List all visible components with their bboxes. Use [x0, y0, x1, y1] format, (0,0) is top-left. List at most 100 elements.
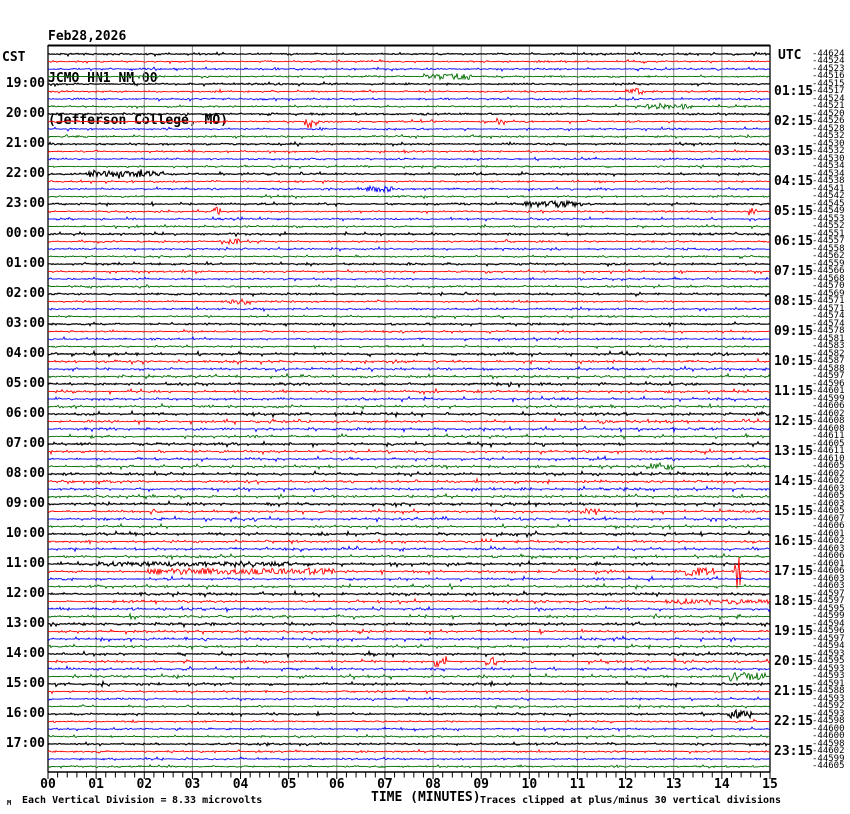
trace-row: [47, 726, 770, 733]
trace-offset-value: -44532: [812, 131, 845, 141]
trace-offset-value: -44542: [812, 191, 845, 201]
trace-row: [47, 582, 771, 591]
trace-row: [47, 635, 770, 643]
trace-offset-value: -44605: [812, 438, 845, 449]
trace-offset-value: -44606: [812, 566, 845, 576]
utc-hour-label: 14:15: [774, 473, 814, 489]
trace-offset-value: -44521: [812, 101, 845, 111]
utc-hour-label: 20:15: [774, 653, 814, 669]
trace-offset-value: -44549: [812, 206, 845, 216]
trace-offset-value: -44568: [812, 273, 845, 284]
trace-row: [47, 552, 770, 561]
trace-offset-value: -44598: [812, 738, 845, 749]
trace-row: [47, 193, 771, 200]
trace-row: [47, 628, 771, 636]
trace-offset-value: -44593: [812, 708, 845, 719]
trace-row: [47, 665, 771, 673]
trace-row: [47, 328, 770, 335]
trace-row: [47, 206, 771, 216]
trace-row: [47, 529, 771, 539]
utc-hour-label: 03:15: [774, 143, 814, 159]
trace-offset-value: -44602: [812, 476, 845, 486]
trace-row: [47, 589, 771, 599]
utc-hour-label: 15:15: [774, 503, 814, 519]
trace-offset-value: -44532: [812, 146, 845, 156]
trace-offset-value: -44597: [812, 633, 845, 644]
utc-hour-label: 13:15: [774, 443, 814, 459]
trace-offset-value: -44601: [812, 386, 845, 396]
trace-row: [47, 148, 771, 155]
trace-offset-value: -44551: [812, 228, 845, 239]
logo-glyph: M: [7, 799, 12, 807]
cst-hour-label: 13:00: [5, 616, 45, 631]
trace-offset-value: -44624: [812, 48, 845, 59]
right-timezone-label: UTC: [778, 48, 802, 63]
trace-row: [47, 545, 771, 553]
trace-offset-value: -44530: [812, 138, 845, 149]
trace-row: [47, 643, 771, 651]
trace-row: [47, 559, 771, 569]
trace-row: [47, 708, 770, 720]
trace-row: [47, 102, 771, 111]
trace-offset-value: -44605: [812, 506, 845, 516]
utc-hour-label: 01:15: [774, 83, 814, 99]
trace-row: [48, 499, 771, 509]
cst-hour-label: 06:00: [5, 406, 45, 421]
utc-hour-label: 07:15: [774, 263, 814, 279]
trace-offset-value: -44591: [812, 678, 845, 689]
trace-row: [47, 477, 771, 486]
trace-offset-value: -44606: [812, 401, 845, 411]
trace-row: [47, 656, 771, 669]
cst-hour-label: 20:00: [5, 106, 45, 121]
trace-row: [48, 387, 771, 396]
trace-offset-value: -44596: [812, 626, 845, 636]
trace-offset-value: -44595: [812, 603, 845, 614]
trace-offset-value: -44528: [812, 123, 845, 134]
trace-row: [47, 740, 771, 748]
trace-row: [47, 230, 771, 238]
x-axis-tick-label: 00: [40, 777, 56, 792]
trace-row: [47, 126, 771, 132]
trace-offset-value: -44515: [812, 78, 845, 89]
trace-row: [47, 515, 770, 523]
trace-offset-value: -44593: [812, 663, 845, 674]
trace-offset-value: -44603: [812, 483, 845, 494]
x-axis-title: TIME (MINUTES): [371, 790, 481, 805]
utc-hour-label: 08:15: [774, 293, 814, 309]
trace-row: [47, 365, 771, 373]
trace-offset-value: -44587: [812, 356, 845, 366]
trace-row: [47, 357, 771, 366]
trace-offset-value: -44517: [812, 86, 845, 96]
plot-header: Feb28,2026 JCMO HN1 NM 00 (Jefferson Col…: [48, 2, 228, 156]
trace-row: [47, 156, 771, 162]
trace-offset-value: -44595: [812, 656, 845, 666]
trace-offset-value: -44583: [812, 341, 845, 351]
trace-offset-value: -44598: [812, 716, 845, 726]
trace-row: [47, 756, 771, 762]
trace-row: [48, 425, 771, 434]
trace-offset-value: -44574: [812, 311, 845, 321]
trace-row: [47, 184, 771, 194]
trace-offset-value: -44601: [812, 528, 845, 539]
trace-offset-value: -44606: [812, 551, 845, 561]
trace-row: [48, 254, 770, 260]
trace-row: [48, 597, 771, 607]
trace-row: [47, 380, 771, 389]
trace-offset-value: -44570: [812, 281, 845, 291]
cst-hour-label: 02:00: [5, 286, 45, 301]
trace-offset-value: -44600: [812, 723, 845, 734]
trace-offset-value: -44592: [812, 701, 845, 711]
trace-offset-value: -44602: [812, 468, 845, 479]
trace-offset-value: -44562: [812, 251, 845, 261]
trace-row: [47, 66, 771, 73]
x-axis-tick-label: 09: [473, 777, 490, 792]
trace-row: [47, 111, 771, 118]
utc-hour-label: 17:15: [774, 563, 814, 579]
trace-row: [47, 140, 771, 148]
trace-offset-value: -44603: [812, 498, 845, 509]
cst-hour-label: 21:00: [5, 136, 45, 151]
x-axis-tick-label: 02: [136, 777, 153, 792]
trace-row: [47, 507, 771, 516]
trace-offset-value: -44610: [812, 453, 845, 464]
trace-offset-value: -44605: [812, 491, 845, 501]
